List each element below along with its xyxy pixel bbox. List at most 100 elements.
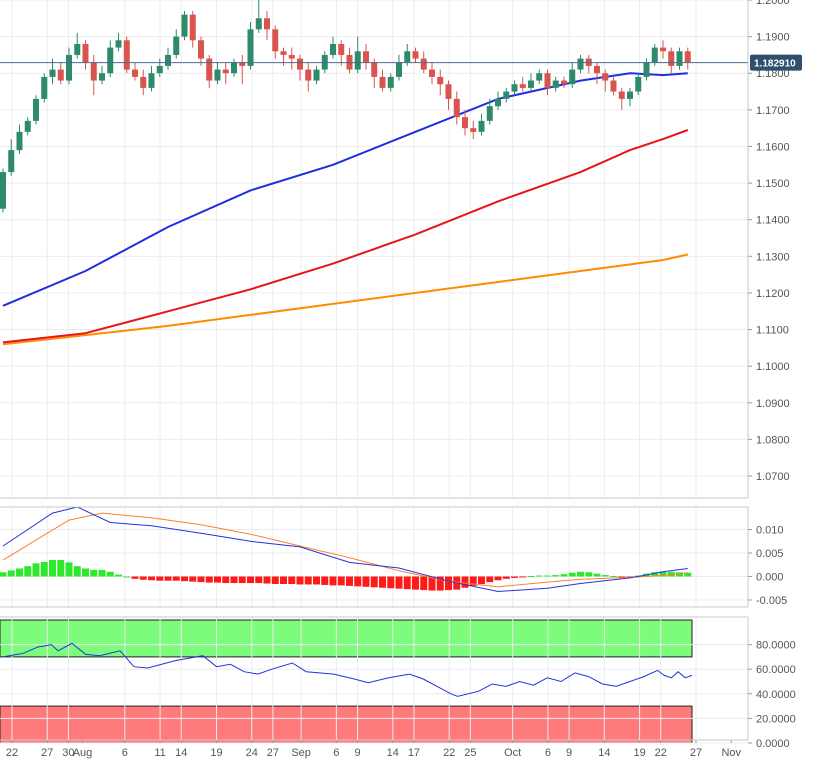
candle [635, 73, 642, 96]
candle [107, 40, 114, 77]
macd-lines [2, 506, 688, 593]
date-tick-label: 14 [598, 747, 610, 759]
macd-histogram-bar [552, 575, 560, 577]
macd-histogram-bar [651, 572, 659, 577]
candle-body [280, 51, 287, 55]
macd-histogram-bar [502, 576, 510, 579]
candle [288, 47, 295, 70]
candle [123, 36, 130, 74]
macd-histogram-bar [445, 576, 452, 591]
macd-histogram-bar [7, 570, 15, 577]
sma-blue-line [2, 72, 688, 307]
macd-histogram-bar [115, 574, 122, 577]
rsi-overbought-zone [0, 619, 693, 658]
date-tick-label: Sep [291, 747, 311, 759]
candle-body [445, 84, 452, 99]
macd-panel: 0.010 0.005 0.000 -0.005 [0, 506, 787, 607]
candle [371, 58, 378, 88]
rsi-grid [0, 617, 748, 744]
candle [8, 139, 15, 176]
candle [610, 76, 617, 96]
rsi-tick-label: 20.0000 [756, 713, 796, 725]
price-tick-label: 1.1500 [756, 178, 790, 190]
candle-body [57, 69, 64, 81]
candle-body [371, 62, 378, 77]
rsi-tick-label: 60.0000 [756, 664, 796, 676]
candle [445, 80, 452, 110]
candle-body [429, 69, 435, 77]
candle-body [165, 54, 171, 66]
candle [198, 36, 204, 66]
macd-histogram-bar [535, 575, 543, 577]
candle-body [338, 43, 345, 55]
macd-histogram-bar [172, 576, 180, 581]
macd-histogram-bar [65, 562, 73, 577]
macd-histogram-bar [181, 576, 188, 582]
macd-line [2, 506, 688, 593]
candle [148, 65, 155, 92]
rsi-zones [0, 619, 693, 744]
macd-histogram-bar [436, 576, 444, 591]
candles [0, 0, 691, 213]
rsi-line [2, 642, 693, 697]
candle [519, 76, 526, 92]
macd-histogram-bar [230, 576, 238, 584]
candle-body [82, 43, 89, 63]
candle-body [132, 69, 138, 77]
candle [82, 40, 89, 70]
macd-histogram-bar [494, 576, 502, 581]
candle-body [602, 73, 609, 81]
macd-histogram-bar [676, 572, 683, 577]
candle [684, 47, 691, 70]
rsi-axis: 80.0000 60.0000 40.0000 20.0000 0.0000 [748, 640, 796, 750]
price-grid [0, 0, 748, 498]
macd-histogram-bar [321, 576, 329, 585]
price-tick-label: 1.1700 [756, 105, 790, 117]
candle [90, 54, 97, 96]
candle-body [231, 62, 237, 74]
macd-histogram-bar [156, 576, 164, 581]
candle-body [173, 36, 180, 55]
candle-body [503, 91, 510, 99]
date-tick-label: Oct [504, 747, 521, 759]
price-tick-label: 1.1900 [756, 32, 790, 44]
date-tick-label: 25 [464, 747, 476, 759]
macd-histogram-bar [214, 576, 221, 583]
candle-body [99, 73, 105, 81]
price-tick-label: 1.0900 [756, 398, 790, 410]
candle [379, 69, 386, 92]
candle [470, 120, 477, 140]
price-tick-label: 1.0700 [756, 471, 790, 483]
candle-body [214, 69, 221, 81]
macd-histogram-bar [271, 576, 279, 584]
candle [660, 40, 666, 59]
candle-body [272, 29, 279, 52]
candle-body [156, 65, 163, 74]
date-tick-label: 14 [387, 747, 399, 759]
macd-histogram-bar [164, 576, 172, 581]
macd-tick-label: 0.005 [756, 548, 784, 560]
candle [66, 47, 72, 85]
candle [396, 54, 402, 81]
candle [16, 124, 23, 154]
candle [132, 62, 138, 81]
candle-body [396, 62, 402, 77]
candle-body [684, 51, 691, 63]
rsi-tick-label: 40.0000 [756, 689, 796, 701]
candle [231, 58, 237, 77]
candle-body [255, 18, 262, 30]
candle [189, 10, 196, 48]
candle [478, 113, 485, 136]
candle-body [354, 51, 361, 70]
macd-histogram-bar [304, 576, 312, 585]
candle-body [453, 98, 460, 118]
current-price-line: 1.182910 [0, 54, 802, 71]
macd-histogram-bar [288, 576, 296, 584]
macd-histogram-bar [313, 576, 320, 585]
price-tick-label: 1.2000 [756, 0, 790, 7]
price-tick-label: 1.1300 [756, 251, 790, 263]
macd-histogram-bar [247, 576, 254, 584]
macd-histogram-bar [420, 576, 428, 591]
macd-histogram-bar [585, 572, 593, 577]
